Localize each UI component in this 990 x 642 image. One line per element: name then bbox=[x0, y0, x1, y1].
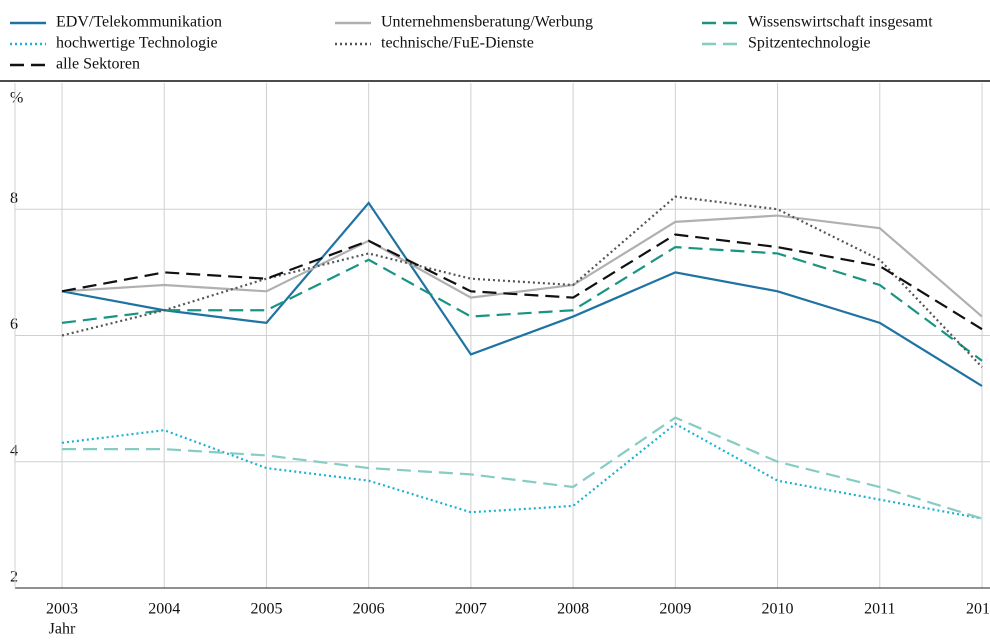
legend-label: hochwertige Technologie bbox=[56, 35, 218, 52]
series-line bbox=[61, 214, 983, 318]
legend-label: technische/FuE-Dienste bbox=[381, 35, 534, 52]
x-tick-label: 2004 bbox=[148, 601, 180, 618]
y-axis-label: % bbox=[10, 90, 23, 107]
legend-label: Unternehmensberatung/Werbung bbox=[381, 14, 593, 31]
x-tick-label: 2005 bbox=[250, 601, 282, 618]
x-tick-label: 2011 bbox=[864, 601, 895, 618]
x-tick-label: 2007 bbox=[455, 601, 487, 618]
y-tick-label: 8 bbox=[10, 190, 18, 207]
x-tick-label: 2010 bbox=[762, 601, 794, 618]
series-line bbox=[61, 201, 983, 387]
legend-label: alle Sektoren bbox=[56, 56, 140, 73]
legend-label: Wissenswirtschaft insgesamt bbox=[748, 14, 933, 31]
x-tick-label: 2006 bbox=[353, 601, 385, 618]
series-line bbox=[61, 422, 983, 520]
y-tick-label: 6 bbox=[10, 316, 18, 333]
x-axis-label: Jahr bbox=[49, 621, 76, 638]
x-tick-label: 2009 bbox=[659, 601, 691, 618]
y-tick-label: 2 bbox=[10, 569, 18, 586]
x-tick-label: 2008 bbox=[557, 601, 589, 618]
series-line bbox=[61, 233, 983, 331]
x-tick-label: 2012 bbox=[966, 601, 990, 618]
x-tick-label: 2003 bbox=[46, 601, 78, 618]
legend-label: Spitzentechnologie bbox=[748, 35, 871, 52]
series-line bbox=[62, 416, 983, 520]
series-line bbox=[61, 195, 983, 368]
y-tick-label: 4 bbox=[10, 442, 18, 459]
legend-label: EDV/Telekommunikation bbox=[56, 14, 222, 31]
series-line bbox=[61, 246, 983, 362]
